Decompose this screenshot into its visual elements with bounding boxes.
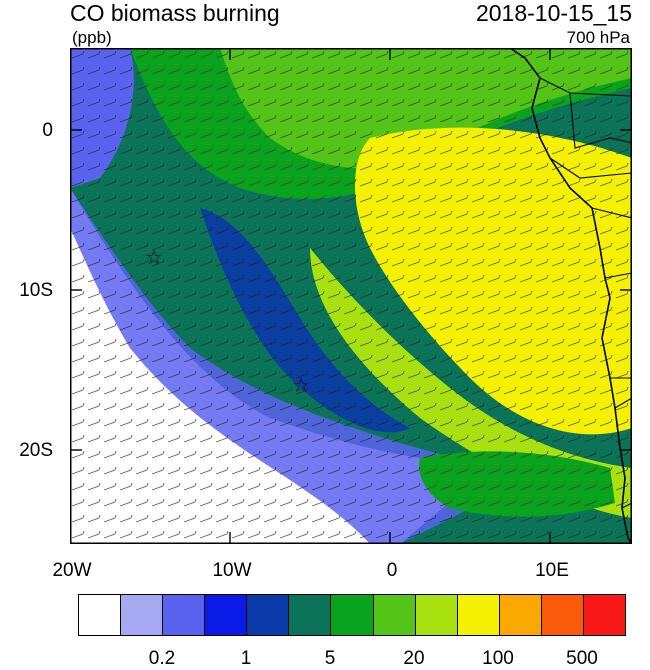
units-label: (ppb) [72,28,112,47]
colorbar-swatch [79,595,122,635]
pressure-level-label: 700 hPa [566,28,630,47]
map-frame [70,48,632,544]
colorbar-swatch [205,595,248,635]
x-tick-label: 20W [52,560,92,581]
country-borders [539,77,632,509]
colorbar-label: 0.2 [148,648,176,669]
colorbar-swatch [373,595,416,635]
colorbar-swatch [247,595,290,635]
colorbar-swatch [415,595,458,635]
x-tick-label: 10E [535,560,569,581]
y-tick-label: 0 [42,120,53,141]
colorbar-swatch [331,595,374,635]
colorbar-swatch [541,595,584,635]
datetime-label: 2018-10-15_15 [475,0,632,26]
map-title: CO biomass burning [70,0,280,26]
site-marker-star: ☆ [145,245,163,269]
colorbar-swatch [121,595,164,635]
map-panel: ☆ ☆ [70,48,632,544]
colorbar-swatch [289,595,332,635]
colorbar-swatch [457,595,500,635]
colorbar-label: 20 [403,648,425,669]
colorbar [78,594,626,636]
colorbar-label: 1 [240,648,252,669]
y-tick-label: 10S [19,280,53,301]
wind-vectors [70,48,632,544]
site-marker-star: ☆ [292,373,310,397]
x-tick-label: 0 [386,560,398,581]
colorbar-label: 500 [566,648,598,669]
colorbar-label: 100 [482,648,514,669]
colorbar-swatch [163,595,206,635]
x-tick-label: 10W [212,560,252,581]
y-tick-label: 20S [19,440,53,461]
axis-ticks [70,48,632,544]
colorbar-swatch [499,595,542,635]
colorbar-label: 5 [324,648,336,669]
colorbar-swatch [583,595,626,635]
map-canvas: ☆ ☆ [70,48,632,544]
